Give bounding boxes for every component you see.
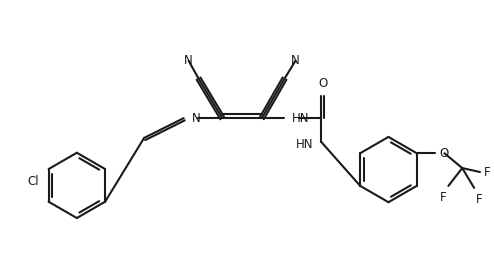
Text: HN: HN [296, 138, 313, 151]
Text: N: N [291, 54, 300, 67]
Text: F: F [440, 191, 447, 204]
Text: F: F [484, 166, 491, 179]
Text: Cl: Cl [27, 175, 39, 188]
Text: N: N [184, 54, 193, 67]
Text: N: N [192, 112, 201, 125]
Text: HN: HN [291, 112, 309, 125]
Text: O: O [319, 77, 328, 90]
Text: F: F [476, 193, 483, 206]
Text: O: O [440, 147, 449, 160]
